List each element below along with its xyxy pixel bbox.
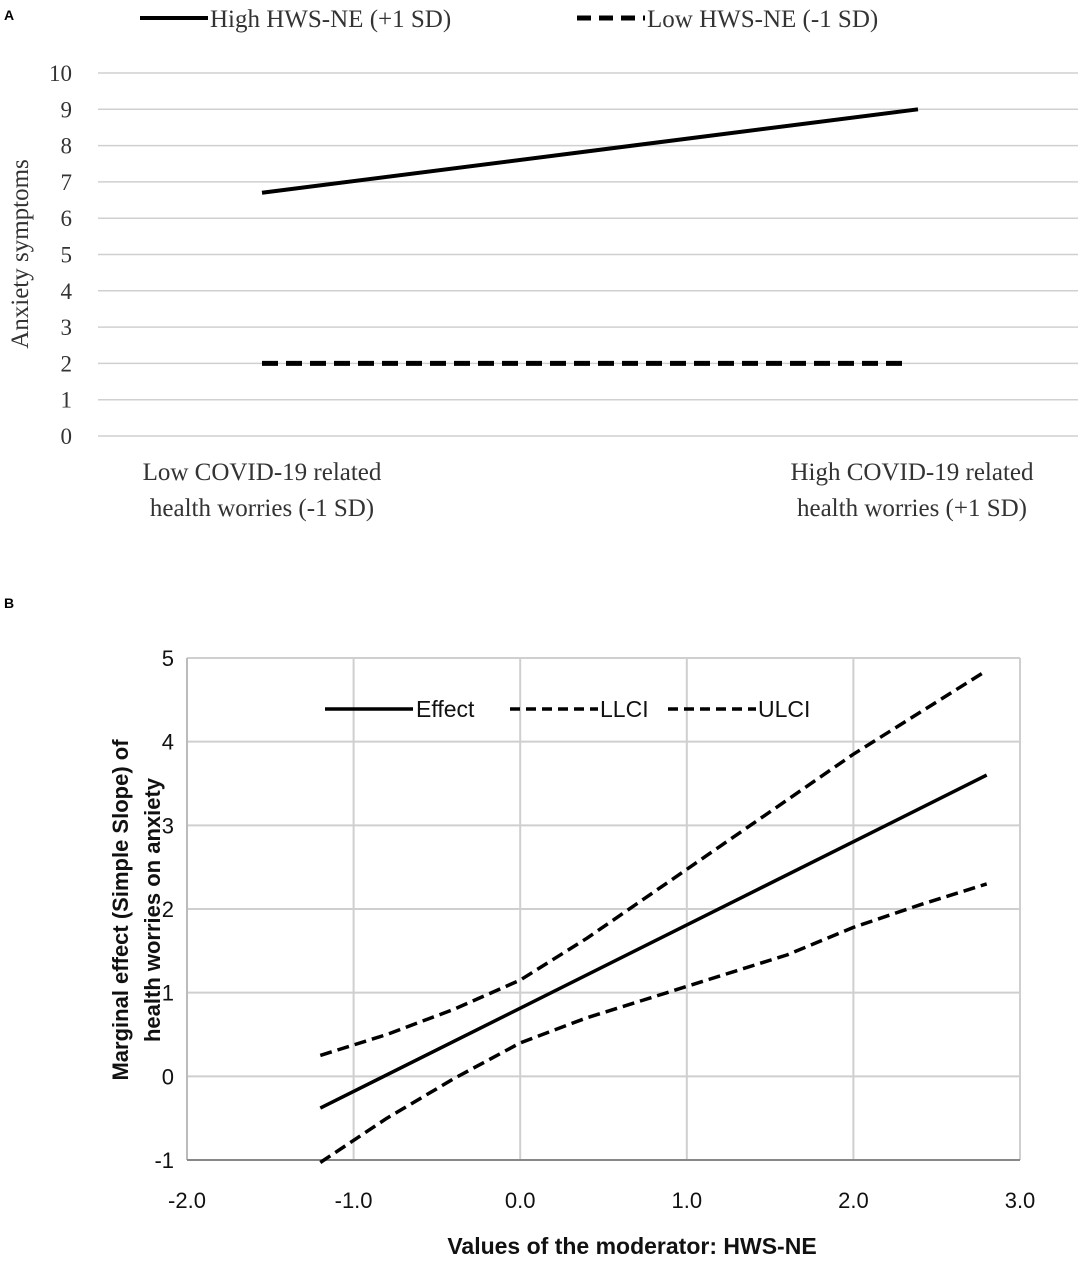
b-x-tick-label: 3.0 bbox=[1005, 1188, 1036, 1213]
a-y-tick-label: 2 bbox=[61, 351, 73, 376]
chart-b: -2.0 -1.0 0.0 1.0 2.0 3.0 -1 0 1 2 3 4 5 Effect LLCI UL… bbox=[108, 646, 1035, 1259]
a-series-line-high bbox=[261, 107, 919, 195]
a-y-tick-label: 8 bbox=[61, 134, 73, 159]
b-x-tick-label: -1.0 bbox=[335, 1188, 373, 1213]
a-y-tick-label: 3 bbox=[61, 315, 73, 340]
b-series-line-ulci bbox=[319, 669, 988, 1058]
b-y-tick-label: 0 bbox=[162, 1064, 174, 1089]
b-series-line-llci bbox=[319, 882, 988, 1164]
a-y-tick-label: 10 bbox=[49, 61, 72, 86]
b-y-tick-label: 5 bbox=[162, 646, 174, 671]
b-x-tick-label: -2.0 bbox=[168, 1188, 206, 1213]
a-y-tick-label: 9 bbox=[61, 97, 73, 122]
a-y-tick-label: 1 bbox=[61, 388, 73, 413]
a-x-category-label: High COVID-19 related bbox=[791, 459, 1034, 486]
b-x-tick-label: 2.0 bbox=[838, 1188, 869, 1213]
b-y-tick-label: -1 bbox=[154, 1148, 174, 1173]
b-y-tick-label: 1 bbox=[162, 981, 174, 1006]
b-x-axis-label: Values of the moderator: HWS-NE bbox=[447, 1233, 816, 1259]
a-y-tick-label: 5 bbox=[61, 243, 73, 268]
a-x-category-label: health worries (+1 SD) bbox=[797, 495, 1027, 522]
a-y-tick-label: 4 bbox=[61, 279, 73, 304]
a-x-category-label: health worries (-1 SD) bbox=[150, 495, 374, 522]
b-legend-label: LLCI bbox=[600, 696, 649, 722]
b-y-axis-label: health worries on anxiety bbox=[140, 777, 165, 1042]
b-y-tick-label: 4 bbox=[162, 730, 174, 755]
a-y-tick-label: 6 bbox=[61, 206, 73, 231]
a-legend-label: Low HWS-NE (-1 SD) bbox=[647, 6, 878, 33]
chart-a: 0 1 2 3 4 5 6 7 8 9 10 Anxiety symptoms Low COVID-19… bbox=[7, 6, 1078, 522]
b-y-tick-label: 3 bbox=[162, 813, 174, 838]
b-y-tick-label: 2 bbox=[162, 897, 174, 922]
a-y-tick-label: 0 bbox=[61, 424, 73, 449]
b-legend-label: ULCI bbox=[758, 696, 810, 722]
panel-a-label: A bbox=[4, 7, 14, 23]
b-legend-label: Effect bbox=[416, 696, 475, 722]
b-x-tick-label: 0.0 bbox=[505, 1188, 536, 1213]
a-legend-label: High HWS-NE (+1 SD) bbox=[210, 6, 451, 33]
a-y-tick-label: 7 bbox=[61, 170, 73, 195]
a-y-axis-label: Anxiety symptoms bbox=[7, 159, 34, 349]
panel-b-label: B bbox=[4, 595, 14, 611]
b-series-line-effect bbox=[319, 773, 988, 1110]
a-x-category-label: Low COVID-19 related bbox=[143, 459, 382, 486]
b-x-tick-label: 1.0 bbox=[672, 1188, 703, 1213]
b-y-axis-label: Marginal effect (Simple Slope) of bbox=[108, 739, 133, 1081]
